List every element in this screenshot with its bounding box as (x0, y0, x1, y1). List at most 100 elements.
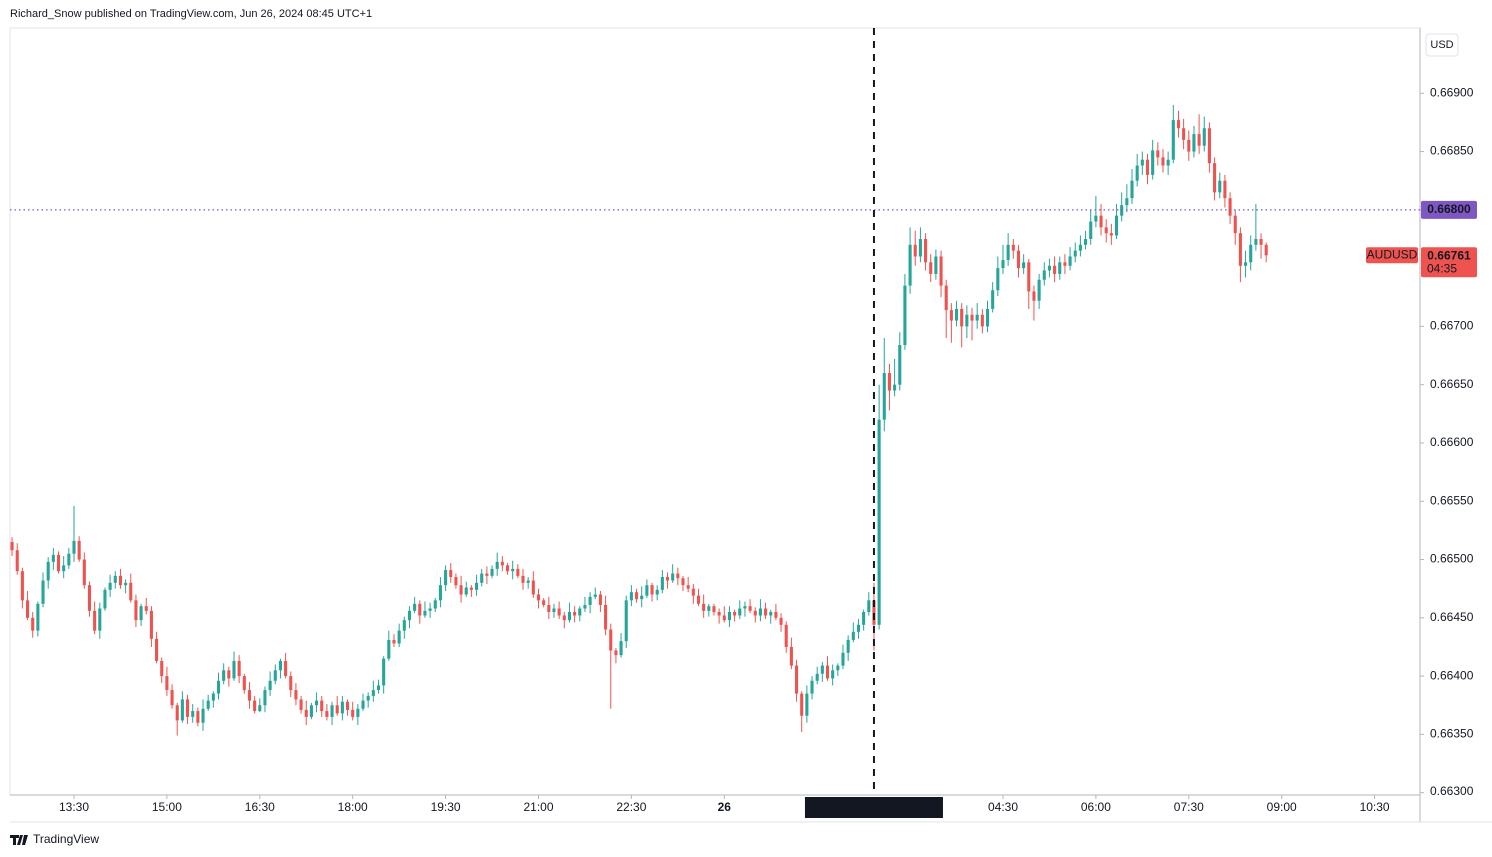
header-text: Richard_Snow published on TradingView.co… (10, 8, 372, 20)
candle-body (1176, 120, 1181, 129)
candle-body (124, 582, 128, 586)
candle-body (1223, 180, 1227, 199)
candle-body (1114, 215, 1119, 236)
candle-body (382, 658, 386, 686)
candle-body (273, 670, 277, 681)
candle-body (970, 314, 974, 321)
candle-body (1233, 215, 1237, 234)
candle-body (294, 690, 298, 700)
candle-body (464, 587, 468, 595)
candle-body (490, 568, 494, 576)
candle-body (913, 244, 917, 257)
x-tick-label: 07:30 (1174, 800, 1204, 814)
candle-body (800, 693, 804, 716)
plot-area (10, 104, 1268, 736)
candle-body (1264, 244, 1268, 256)
candle-body (727, 611, 731, 621)
x-tick-label: 18:00 (338, 800, 368, 814)
candle-body (645, 585, 649, 596)
candle-body (1140, 159, 1144, 166)
candle-body (1125, 198, 1129, 206)
candle-body (1042, 270, 1046, 280)
candle-body (552, 608, 556, 612)
candle-body (542, 600, 546, 605)
candle-body (924, 238, 928, 263)
candle-body (485, 573, 489, 576)
candle-body (56, 554, 61, 572)
x-tick-label: 19:30 (431, 800, 461, 814)
candle-body (531, 580, 535, 595)
candle-body (1145, 159, 1150, 175)
y-tick-label: 0.66900 (1430, 85, 1474, 99)
candle-body (444, 570, 448, 586)
candle-body (170, 690, 174, 706)
candle-body (1156, 150, 1160, 158)
candle-body (619, 641, 623, 656)
candle-body (201, 708, 205, 723)
candle-body (1068, 256, 1072, 266)
y-tick-label: 0.66700 (1430, 319, 1474, 333)
candle-body (841, 652, 845, 666)
candle-body (882, 373, 886, 420)
candle-body (454, 577, 458, 586)
footer-text: TradingView (33, 832, 99, 846)
candle-body (681, 578, 685, 586)
candle-body (856, 624, 861, 632)
candle-body (547, 604, 551, 612)
candle-body (660, 577, 664, 590)
currency-box[interactable] (1425, 33, 1459, 57)
candle-body (1218, 180, 1222, 193)
candle-body (562, 615, 566, 621)
candle-body (46, 561, 50, 581)
candle-body (598, 594, 602, 605)
candle-body (1213, 163, 1217, 193)
candle-body (614, 650, 618, 656)
candle-body (263, 690, 267, 706)
y-tick-label: 0.66300 (1430, 784, 1474, 798)
candle-body (805, 693, 809, 716)
candle-body (1130, 180, 1134, 199)
candle-body (1063, 262, 1067, 266)
x-tick-label: 15:00 (152, 800, 182, 814)
candle-body (650, 585, 654, 595)
candle-body (165, 676, 169, 691)
candle-body (578, 608, 582, 616)
candle-body (284, 660, 288, 677)
candle-body (820, 665, 824, 674)
candle-body (185, 699, 190, 717)
countdown-label: 04:35 (1427, 261, 1457, 275)
candle-body (1182, 128, 1186, 140)
candle-body (640, 595, 644, 600)
candle-body (1192, 134, 1196, 152)
candle-body (1089, 221, 1093, 239)
candle-body (345, 701, 350, 710)
candle-body (893, 384, 897, 391)
candle-body (15, 550, 19, 572)
candle-body (500, 561, 504, 566)
y-tick-label: 0.66500 (1430, 552, 1474, 566)
candle-body (247, 690, 252, 701)
candle-body (789, 646, 793, 666)
candle-body (129, 582, 133, 601)
candle-body (825, 665, 830, 679)
candle-body (593, 594, 597, 597)
candle-body (10, 542, 14, 551)
candle-body (1053, 265, 1057, 274)
candle-body (898, 345, 902, 385)
candle-body (635, 592, 639, 600)
candle-body (423, 610, 427, 616)
candle-body (567, 611, 572, 621)
candle-body (144, 606, 148, 611)
candle-body (340, 701, 344, 714)
candle-body (929, 262, 933, 274)
candle-body (315, 700, 319, 706)
candle-body (573, 611, 577, 616)
candle-body (258, 705, 262, 712)
candle-body (371, 690, 375, 696)
candle-body (51, 554, 55, 562)
candle-body (753, 610, 757, 616)
candle-body (469, 587, 473, 590)
candle-body (108, 582, 112, 590)
candle-body (366, 695, 370, 701)
